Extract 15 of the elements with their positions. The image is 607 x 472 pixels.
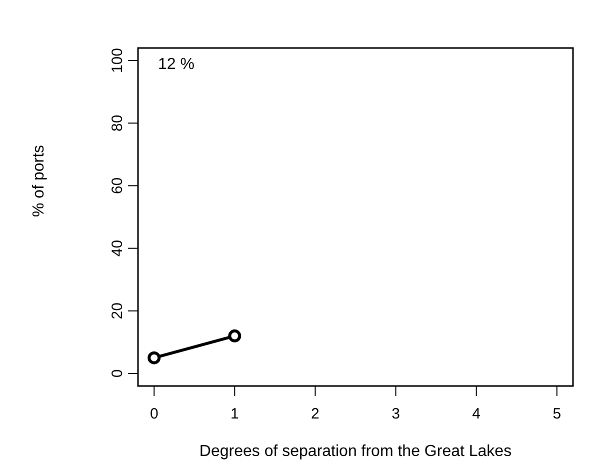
x-axis-title: Degrees of separation from the Great Lakes — [199, 443, 512, 460]
y-tick-label: 20 — [109, 302, 126, 320]
annotation: 12 % — [158, 56, 194, 74]
y-tick-label: 60 — [109, 177, 126, 194]
x-tick-label: 3 — [392, 406, 400, 423]
y-tick-label: 40 — [109, 240, 126, 257]
x-tick-label: 0 — [150, 406, 158, 423]
x-tick-label: 2 — [311, 406, 320, 423]
y-axis-title: % of ports — [30, 144, 48, 217]
y-tick-label: 0 — [109, 369, 126, 378]
x-tick-label: 5 — [552, 406, 562, 423]
y-tick-label: 80 — [109, 114, 126, 132]
x-tick-label: 4 — [472, 406, 481, 423]
y-tick-label: 100 — [109, 48, 126, 74]
x-tick-label: 1 — [230, 406, 239, 423]
